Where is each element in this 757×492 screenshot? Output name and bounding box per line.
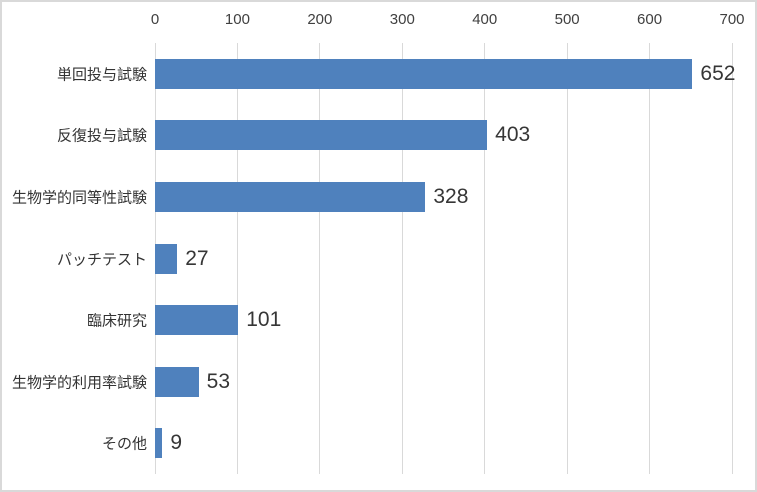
x-tick-label: 500: [554, 11, 580, 28]
category-label: 反復投与試験: [56, 127, 147, 145]
category-label: その他: [101, 435, 147, 453]
bar-value-label: 53: [206, 369, 231, 393]
x-tick-label: 100: [224, 11, 250, 28]
gridline: [731, 43, 733, 474]
gridline: [401, 43, 403, 474]
gridline: [566, 43, 568, 474]
gridline: [319, 43, 321, 474]
category-label: パッチテスト: [56, 251, 147, 268]
x-tick-label: 0: [150, 11, 160, 28]
bar: [155, 243, 178, 274]
gridline: [236, 43, 238, 474]
x-tick-label: 600: [637, 11, 663, 28]
bar-value-label: 9: [170, 431, 183, 455]
x-tick-label: 700: [719, 11, 745, 28]
category-label: 生物学的同等性試験: [11, 189, 147, 207]
bar: [155, 181, 426, 212]
x-tick-label: 400: [472, 11, 498, 28]
bar-value-label: 328: [433, 184, 469, 208]
category-label: 臨床研究: [86, 312, 147, 330]
gridline: [484, 43, 486, 474]
category-label: 単回投与試験: [56, 66, 147, 84]
bar: [155, 366, 199, 397]
bar-value-label: 403: [495, 123, 531, 147]
bar: [155, 305, 239, 336]
x-tick-label: 300: [389, 11, 415, 28]
gridline: [649, 43, 651, 474]
x-tick-label: 200: [307, 11, 333, 28]
bar: [155, 120, 488, 151]
bar-value-label: 652: [700, 61, 736, 85]
bar: [155, 428, 163, 459]
bar-value-label: 101: [246, 308, 282, 332]
bar-value-label: 27: [185, 246, 209, 270]
bar: [155, 58, 693, 89]
category-label: 生物学的利用率試験: [11, 374, 147, 392]
